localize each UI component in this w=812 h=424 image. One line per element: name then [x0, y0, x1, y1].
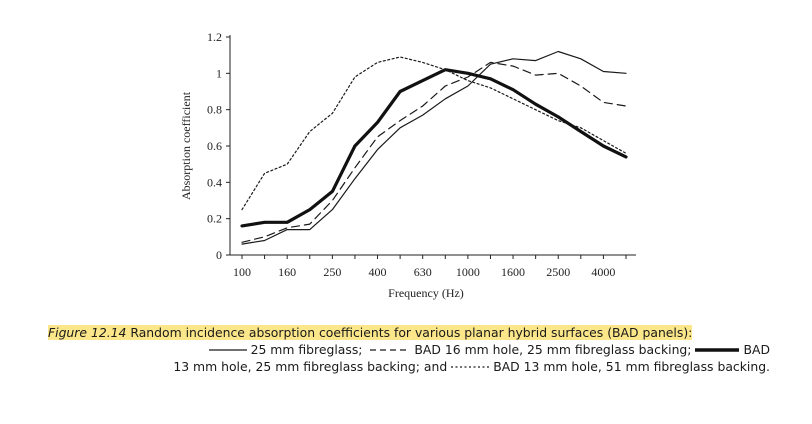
y-tick-label: 0.2 [207, 212, 222, 226]
series-bad-13mm-hole-51mm [241, 56, 627, 211]
absorption-chart: 0 0.2 0.4 0.6 0.8 1 1.2 100 160 250 400 630 1000 1600… [179, 30, 636, 300]
legend-label-bad13-b: 13 mm hole, 25 mm fibreglass backing; an… [173, 359, 448, 374]
y-tick-label: 1 [216, 66, 222, 80]
x-axis-label: Frequency (Hz) [388, 286, 464, 300]
x-tick-label: 630 [414, 265, 432, 279]
legend-label-fibreglass: 25 mm fibreglass; [250, 342, 367, 357]
legend-label-bad16: BAD 16 mm hole, 25 mm fibreglass backing… [414, 342, 692, 357]
y-tick-label: 0.4 [207, 175, 222, 189]
x-tick-label: 100 [233, 265, 251, 279]
y-tick-label: 0.6 [207, 139, 222, 153]
x-tick-label: 250 [323, 265, 341, 279]
y-axis-label: Absorption coefficient [179, 91, 193, 200]
legend-label-bad13-a: BAD [743, 342, 770, 357]
caption-intro: Random incidence absorption coefficients… [126, 325, 693, 340]
y-tick-label: 0 [216, 248, 222, 262]
y-tick-label: 0.8 [207, 103, 222, 117]
legend-label-bad13-51: BAD 13 mm hole, 51 mm fibreglass backing… [493, 359, 770, 374]
series-bad-16mm-hole [241, 61, 627, 243]
x-tick-label: 2500 [546, 265, 570, 279]
series-fibreglass-25mm [241, 50, 627, 245]
x-tick-label: 160 [278, 265, 296, 279]
chart-series [240, 50, 628, 245]
legend-dotted-key [451, 365, 490, 368]
x-tick-label: 1000 [456, 265, 480, 279]
legend-thin-solid-key [208, 348, 247, 351]
x-tick-label: 400 [369, 265, 387, 279]
series-bad-13mm-hole-25mm [240, 68, 628, 228]
figure-label: Figure 12.14 [48, 325, 127, 340]
x-tick-label: 4000 [591, 265, 615, 279]
legend-thick-solid-key [695, 347, 740, 352]
figure-caption: Figure 12.14 Random incidence absorption… [48, 324, 770, 375]
legend-dashed-key [370, 348, 411, 351]
x-tick-label: 1600 [501, 265, 525, 279]
y-tick-label: 1.2 [207, 30, 222, 44]
chart-axes: 0 0.2 0.4 0.6 0.8 1 1.2 100 160 250 400 630 1000 1600… [207, 30, 636, 279]
